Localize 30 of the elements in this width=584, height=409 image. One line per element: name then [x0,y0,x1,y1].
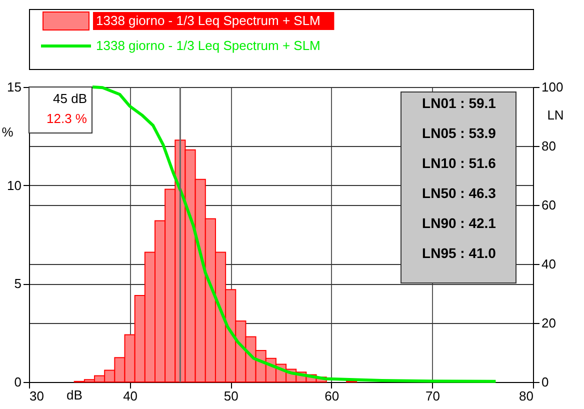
y-axis-title: % [2,124,14,140]
y-tick-label: 5 [14,276,22,292]
annotation: LN01 : 59.1 [422,95,496,111]
annotation: LN95 : 41.0 [422,245,496,261]
y2-tick-label: 0 [542,374,549,390]
y2-tick-label: 40 [542,256,556,272]
y-tick-label: 10 [7,178,22,193]
annotation: 12.3 % [46,111,88,126]
annotation: LN05 : 53.9 [422,125,496,141]
y2-tick-label: 20 [542,316,556,330]
x-tick-label: 80 [519,388,534,404]
y2-tick-label: 100 [542,80,564,94]
y-tick-label: 0 [14,374,22,390]
annotation: LN90 : 42.1 [422,215,496,231]
legend-label: 1338 giorno - 1/3 Leq Spectrum + SLM [96,38,320,53]
y2-axis-title: LN [547,108,564,122]
x-tick-label: 50 [224,388,238,404]
annotation: LN10 : 51.6 [422,155,496,171]
y2-tick-label: 60 [542,198,556,212]
annotation: 45 dB [53,91,87,106]
y2-tick-label: 80 [542,138,556,154]
line-series [91,86,498,383]
annotation: LN50 : 46.3 [422,185,496,201]
x-tick-label: 60 [324,388,340,404]
legend-label: 1338 giorno - 1/3 Leq Spectrum + SLM [96,13,320,28]
x-tick-label: 70 [425,388,440,404]
y-tick-label: 15 [7,80,22,94]
x-tick-label: 40 [123,388,138,404]
x-axis-title: dB [66,388,82,402]
x-tick-label: 30 [30,388,44,404]
